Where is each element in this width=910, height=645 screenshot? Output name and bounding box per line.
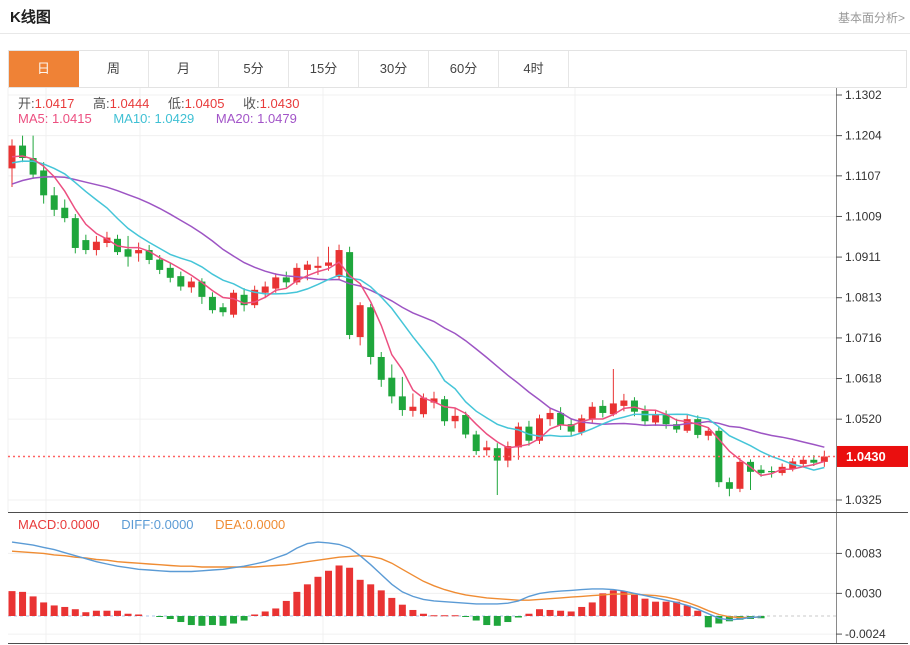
tab-周[interactable]: 周 [79, 51, 149, 87]
candlestick-layer [8, 135, 828, 497]
tab-月[interactable]: 月 [149, 51, 219, 87]
svg-text:1.1107: 1.1107 [845, 169, 881, 183]
tab-30分[interactable]: 30分 [359, 51, 429, 87]
fundamental-analysis-link[interactable]: 基本面分析> [837, 11, 905, 25]
svg-text:1.0618: 1.0618 [845, 372, 882, 386]
grid-layer [7, 88, 836, 643]
tab-15分[interactable]: 15分 [289, 51, 359, 87]
tab-4时[interactable]: 4时 [499, 51, 569, 87]
svg-text:1.1009: 1.1009 [845, 209, 882, 223]
ma10-line [11, 160, 825, 471]
diff-line [11, 541, 762, 621]
svg-text:1.0325: 1.0325 [845, 493, 882, 507]
svg-text:1.0716: 1.0716 [845, 331, 882, 345]
ma20-line [11, 176, 825, 448]
y-axis: 1.1302 1.1204 1.1107 1.1009 1.0911 1.0813 1.07… [836, 88, 886, 643]
dea-line [11, 550, 762, 619]
tab-日[interactable]: 日 [9, 51, 79, 87]
macd-histogram [8, 565, 765, 628]
svg-text:0.0083: 0.0083 [845, 546, 882, 560]
svg-text:0.0030: 0.0030 [845, 586, 882, 600]
tab-bar: 日周月 5分 15分 30分 60分 4时 [8, 50, 907, 88]
svg-text:-0.0024: -0.0024 [845, 627, 886, 641]
svg-text:1.1302: 1.1302 [845, 88, 882, 102]
ma5-line [11, 155, 825, 477]
tab-60分[interactable]: 60分 [429, 51, 499, 87]
svg-text:1.0430: 1.0430 [846, 449, 886, 464]
page-header: K线图 基本面分析> [0, 0, 910, 34]
svg-text:1.0520: 1.0520 [845, 412, 882, 426]
current-price-marker: 1.0430 [837, 445, 908, 467]
svg-text:1.0911: 1.0911 [845, 250, 881, 264]
page-title: K线图 [10, 9, 51, 26]
svg-text:1.0813: 1.0813 [845, 291, 882, 305]
svg-text:1.1204: 1.1204 [845, 129, 882, 143]
tab-5分[interactable]: 5分 [219, 51, 289, 87]
